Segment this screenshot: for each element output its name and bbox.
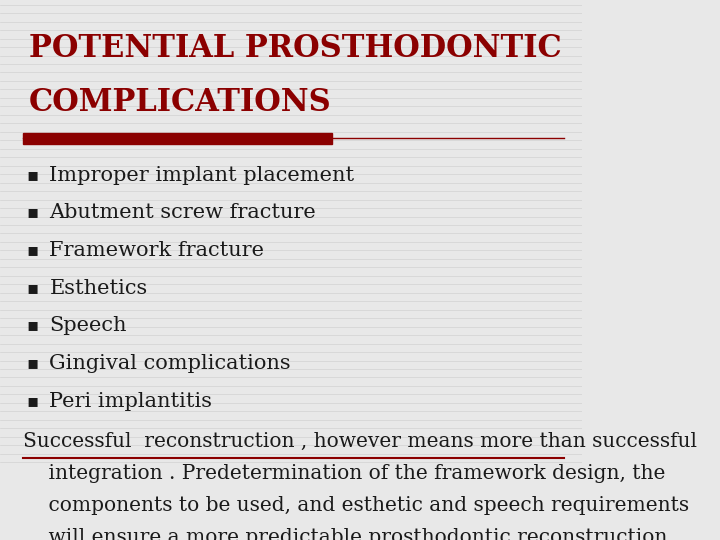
Text: Gingival complications: Gingival complications xyxy=(50,354,291,373)
Text: integration . Predetermination of the framework design, the: integration . Predetermination of the fr… xyxy=(23,464,666,483)
Text: will ensure a more predictable prosthodontic reconstruction.: will ensure a more predictable prosthodo… xyxy=(23,528,674,540)
Text: ▪: ▪ xyxy=(26,241,38,259)
Text: Abutment screw fracture: Abutment screw fracture xyxy=(50,204,316,222)
Text: ▪: ▪ xyxy=(26,392,38,410)
Bar xyxy=(23,133,331,144)
Text: Peri implantitis: Peri implantitis xyxy=(50,392,212,410)
Text: ▪: ▪ xyxy=(26,166,38,184)
Text: Improper implant placement: Improper implant placement xyxy=(50,166,354,185)
Text: Framework fracture: Framework fracture xyxy=(50,241,264,260)
Text: components to be used, and esthetic and speech requirements: components to be used, and esthetic and … xyxy=(23,496,689,515)
Text: Successful  reconstruction , however means more than successful: Successful reconstruction , however mean… xyxy=(23,431,697,450)
Text: POTENTIAL PROSTHODONTIC: POTENTIAL PROSTHODONTIC xyxy=(29,33,562,64)
Text: ▪: ▪ xyxy=(26,279,38,296)
Text: COMPLICATIONS: COMPLICATIONS xyxy=(29,87,332,118)
Text: ▪: ▪ xyxy=(26,316,38,334)
Text: Esthetics: Esthetics xyxy=(50,279,148,298)
Text: ▪: ▪ xyxy=(26,354,38,372)
Text: ▪: ▪ xyxy=(26,204,38,221)
Text: Speech: Speech xyxy=(50,316,127,335)
